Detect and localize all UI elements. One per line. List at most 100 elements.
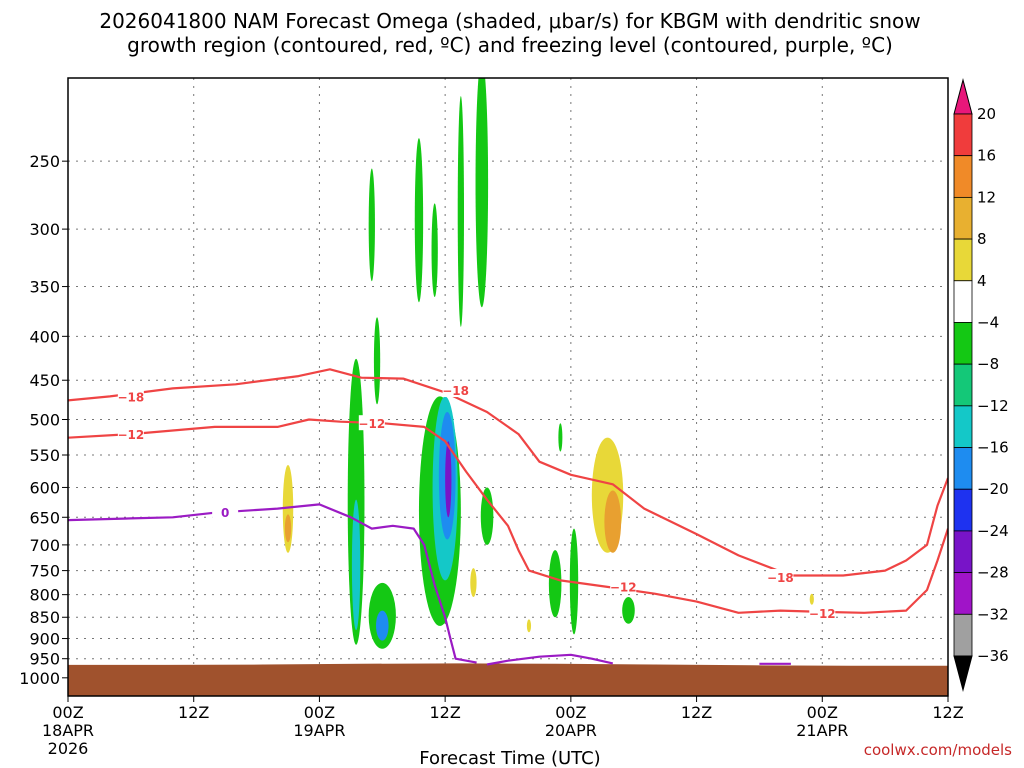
x-axis-label: Forecast Time (UTC) (419, 748, 600, 768)
omega-feature (604, 490, 622, 553)
colorbar-label: −20 (977, 480, 1009, 498)
contour-label-bg (442, 382, 469, 398)
omega-feature (480, 487, 494, 545)
omega-feature (457, 96, 464, 327)
colorbar-top-arrow (953, 78, 973, 115)
y-tick-label: 450 (29, 371, 60, 390)
x-tick-label: 00Z (807, 703, 838, 722)
y-tick-label: 250 (29, 152, 60, 171)
colorbar-swatch (953, 363, 973, 407)
x-tick-date: 21APR (796, 721, 848, 740)
chart-title-line2: growth region (contoured, red, ºC) and f… (127, 33, 893, 57)
contour-line (68, 418, 948, 614)
y-tick-label: 850 (29, 608, 60, 627)
colorbar-label: 12 (977, 188, 996, 206)
contour-label: −12 (610, 581, 637, 595)
x-tick-label: 12Z (681, 703, 712, 722)
colorbar-swatch (953, 572, 973, 615)
omega-feature (622, 596, 635, 624)
colorbar-label: 4 (977, 272, 987, 290)
omega-feature (373, 317, 381, 405)
colorbar-label: −16 (977, 439, 1009, 457)
ground-surface (68, 663, 948, 696)
y-tick-label: 300 (29, 220, 60, 239)
colorbar-label: −12 (977, 397, 1009, 415)
omega-feature (284, 514, 292, 543)
contour-label-bg (358, 415, 385, 431)
omega-shading (282, 78, 814, 649)
contour-label-bg (212, 504, 239, 520)
y-tick-label: 550 (29, 446, 60, 465)
chart-title-line1: 2026041800 NAM Forecast Omega (shaded, μ… (99, 9, 920, 33)
colorbar-swatch (953, 238, 973, 282)
colorbar-swatch (953, 447, 973, 490)
omega-feature (414, 138, 424, 303)
x-tick-label: 12Z (429, 703, 460, 722)
omega-feature (809, 593, 814, 605)
colorbar-swatch (953, 113, 973, 157)
colorbar-label: −8 (977, 355, 999, 373)
colorbar-label: 16 (977, 147, 996, 165)
contour-label: −18 (117, 390, 144, 404)
y-tick-label: 1000 (19, 669, 60, 688)
colorbar-swatch (953, 196, 973, 240)
contour-label: −12 (358, 417, 385, 431)
y-tick-label: 900 (29, 630, 60, 649)
colorbar-swatch (953, 322, 973, 365)
colorbar-swatch (953, 155, 973, 198)
colorbar-swatch (953, 405, 973, 448)
contour-label-bg (767, 569, 794, 585)
contour-label: −12 (117, 428, 144, 442)
colorbar-label: 20 (977, 105, 996, 123)
colorbar-bottom-arrow (953, 655, 973, 692)
colorbar-swatch (953, 280, 973, 323)
contour-lines (68, 368, 948, 666)
x-tick-year: 2026 (48, 739, 89, 758)
x-tick-label: 00Z (304, 703, 335, 722)
colorbar: 20 16 12 8 4 −4 −8 −12 −16 −20 −24 −28 −32 −36 (953, 78, 1009, 692)
contour-label-bg (610, 578, 637, 594)
colorbar-swatch (953, 613, 973, 657)
x-tick-date: 20APR (545, 721, 597, 740)
colorbar-label: −36 (977, 647, 1009, 665)
x-tick-label: 12Z (932, 703, 963, 722)
contour-label: −18 (767, 571, 794, 585)
y-tick-label: 700 (29, 536, 60, 555)
credit-link[interactable]: coolwx.com/models (864, 741, 1012, 759)
colorbar-swatch (953, 488, 973, 532)
colorbar-swatch (953, 530, 973, 574)
omega-feature (376, 610, 389, 641)
omega-feature (368, 168, 375, 282)
contour-label: −18 (442, 384, 469, 398)
contour-label-bg (117, 426, 144, 442)
colorbar-label: −28 (977, 564, 1009, 582)
contour-label: 0 (221, 506, 229, 520)
omega-feature (475, 78, 489, 308)
omega-feature (526, 619, 532, 633)
plot-frame (67, 77, 949, 697)
colorbar-label: −4 (977, 313, 999, 331)
y-tick-label: 950 (29, 650, 60, 669)
y-tick-label: 600 (29, 478, 60, 497)
x-tick-label: 00Z (52, 703, 83, 722)
contour-label-bg (809, 604, 836, 620)
contour-label: −12 (809, 607, 836, 621)
x-tick-date: 19APR (293, 721, 345, 740)
colorbar-label: −24 (977, 522, 1009, 540)
contour-labels: −18 −18 −18 −12 −12 −12 −12 0 (117, 382, 836, 621)
omega-feature (558, 423, 563, 452)
omega-feature (470, 568, 477, 597)
y-tick-label: 500 (29, 410, 60, 429)
omega-feature (431, 203, 438, 298)
y-axis-ticks: 250 300 350 400 450 500 550 600 650 700 750 800 850 9… (19, 152, 68, 688)
y-tick-label: 800 (29, 586, 60, 605)
omega-feature (445, 441, 452, 518)
omega-feature (548, 550, 562, 618)
y-tick-label: 650 (29, 508, 60, 527)
contour-line (68, 503, 477, 664)
colorbar-label: 8 (977, 230, 987, 248)
colorbar-label: −32 (977, 605, 1009, 623)
y-tick-label: 400 (29, 327, 60, 346)
